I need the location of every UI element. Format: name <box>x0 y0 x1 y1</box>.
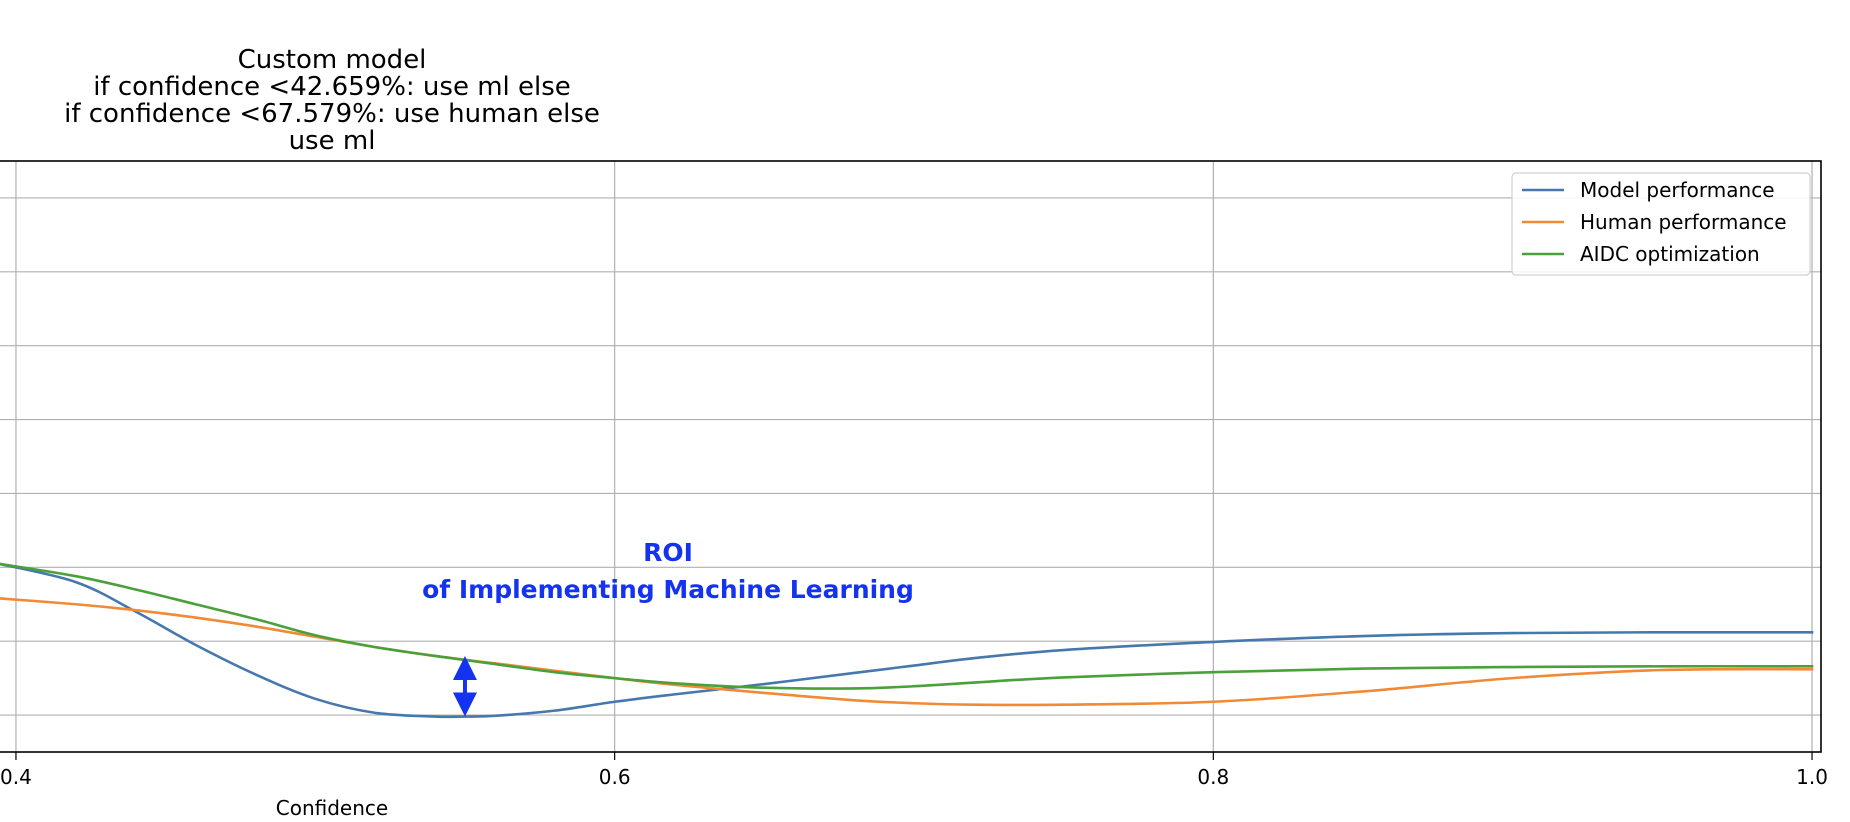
roi-annotation-text: of Implementing Machine Learning <box>422 575 914 604</box>
chart-title-line: if confidence <67.579%: use human else <box>64 99 600 129</box>
roi-annotation-text: ROI <box>643 538 693 567</box>
chart-title-line: Custom model <box>238 45 427 75</box>
series-line-aidc-optimization <box>0 562 1814 690</box>
legend-label: AIDC optimization <box>1580 242 1760 266</box>
legend-box <box>1511 172 1811 276</box>
series-line-human-performance <box>0 597 1814 707</box>
x-tick-label: 0.8 <box>1197 765 1229 789</box>
plot-frame <box>0 160 1822 753</box>
series-lines <box>0 562 1814 719</box>
x-axis-label: Confidence <box>276 796 388 820</box>
legend-label: Human performance <box>1580 210 1787 234</box>
grid <box>0 161 1821 752</box>
roi-annotation: ROI of Implementing Machine Learning <box>422 538 914 717</box>
legend-label: Model performance <box>1580 178 1775 202</box>
chart-title: Custom model if confidence <42.659%: use… <box>64 45 600 156</box>
roi-arrow-head-top <box>452 655 477 680</box>
x-tick-label: 0.6 <box>599 765 631 789</box>
chart-title-line: if confidence <42.659%: use ml else <box>93 72 571 102</box>
x-axis-ticks: 0.4 0.6 0.8 1.0 <box>0 752 1828 789</box>
roi-arrow-head-bottom <box>452 692 477 717</box>
series-line-model-performance <box>0 562 1814 719</box>
chart-title-line: use ml <box>289 126 376 156</box>
legend: Model performance Human performance AIDC o… <box>1511 172 1811 276</box>
x-tick-label: 0.4 <box>0 765 32 789</box>
x-tick-label: 1.0 <box>1796 765 1828 789</box>
